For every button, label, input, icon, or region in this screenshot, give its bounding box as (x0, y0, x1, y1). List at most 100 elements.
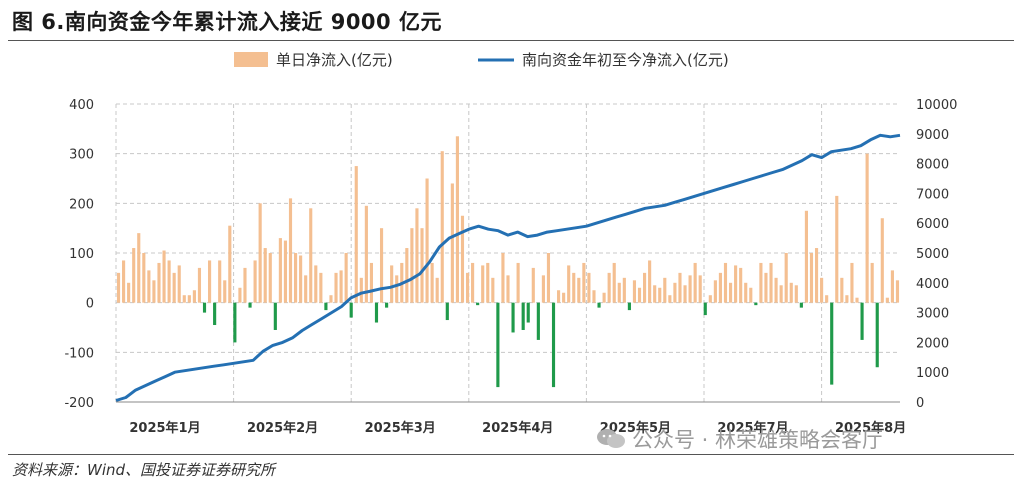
bar (223, 280, 227, 303)
bar (293, 253, 298, 303)
bar (334, 272, 338, 303)
bar (521, 302, 525, 330)
bar (471, 262, 475, 303)
bar (622, 277, 626, 303)
bar (329, 295, 333, 303)
bar (420, 228, 424, 303)
bar (364, 205, 368, 303)
x-tick-label: 2025年7月 (717, 420, 788, 436)
bar (243, 267, 247, 303)
bar (890, 270, 894, 303)
bar (820, 277, 824, 303)
bar (177, 265, 181, 303)
bar (202, 302, 207, 313)
bar (172, 272, 176, 303)
bar (804, 210, 808, 303)
bar (531, 267, 535, 303)
bar (880, 218, 884, 303)
bar (895, 280, 900, 303)
bar (688, 275, 692, 303)
bar (865, 153, 869, 303)
bar (516, 262, 520, 303)
bar (668, 295, 672, 303)
bar (607, 272, 611, 303)
bar (754, 302, 758, 306)
bar (304, 275, 308, 303)
legend-bar-label: 单日净流入(亿元) (276, 51, 393, 69)
bar (653, 285, 657, 303)
y-right-tick-label: 3000 (916, 307, 949, 322)
bar (708, 295, 712, 303)
x-tick-label: 2025年3月 (365, 420, 436, 436)
bar (405, 248, 409, 303)
x-tick-label: 2025年1月 (129, 420, 200, 436)
bar (116, 272, 121, 303)
bar (830, 302, 834, 385)
wechat-icon (596, 427, 626, 451)
bar (218, 260, 222, 303)
axes: -200-10001002003004000100020003000400050… (64, 98, 957, 436)
bar (496, 302, 500, 388)
bar (749, 287, 753, 303)
bar (663, 277, 667, 303)
bar (182, 295, 186, 303)
bar (592, 290, 596, 303)
bar (637, 287, 642, 303)
legend: 单日净流入(亿元) 南向资金年初至今净流入(亿元) (234, 51, 729, 69)
bar (602, 292, 606, 303)
bar (157, 262, 161, 303)
bar (476, 302, 480, 306)
bar (162, 250, 166, 303)
bar (233, 302, 237, 343)
bar (739, 267, 743, 303)
bar (238, 287, 242, 303)
bar (324, 302, 328, 311)
bar (299, 255, 303, 303)
bar (208, 260, 212, 303)
bar (845, 295, 849, 303)
bar (486, 262, 490, 303)
bar (137, 233, 141, 303)
y-left-tick-label: 300 (69, 148, 94, 163)
bar (369, 262, 374, 303)
bar (192, 290, 196, 303)
bar (354, 166, 358, 303)
x-tick-label: 2025年8月 (835, 420, 906, 436)
bar (273, 302, 277, 330)
x-tick-label: 2025年2月 (247, 420, 318, 436)
chart-title: 图 6.南向资金今年累计流入接近 9000 亿元 (12, 10, 442, 34)
bar (167, 260, 171, 303)
bar (582, 262, 586, 303)
y-right-tick-label: 10000 (916, 98, 957, 113)
y-right-tick-label: 1000 (916, 366, 949, 381)
y-right-tick-label: 4000 (916, 277, 949, 292)
bar (759, 262, 763, 303)
grid (115, 103, 900, 403)
x-tick-label: 2025年5月 (600, 420, 671, 436)
bar (572, 272, 576, 303)
bar (248, 302, 252, 308)
bar (385, 302, 389, 308)
bar (127, 282, 131, 303)
bar (546, 253, 551, 303)
bar (278, 238, 282, 303)
bar (648, 260, 652, 303)
bar (319, 272, 323, 303)
watermark-text: 公众号 · 林荣雄策略会客厅 (632, 428, 884, 452)
y-right-tick-label: 5000 (916, 247, 949, 262)
bar (435, 277, 439, 303)
bar (794, 285, 798, 303)
bar (642, 272, 647, 303)
bar (612, 262, 616, 303)
bar (562, 292, 566, 303)
bar (577, 277, 581, 303)
bar (855, 297, 859, 303)
bar (268, 253, 272, 303)
bar (825, 295, 829, 303)
bar (713, 280, 717, 303)
bar (870, 262, 874, 303)
bar (814, 248, 819, 303)
bar (395, 275, 399, 303)
bar (339, 270, 343, 303)
bar (683, 285, 687, 303)
